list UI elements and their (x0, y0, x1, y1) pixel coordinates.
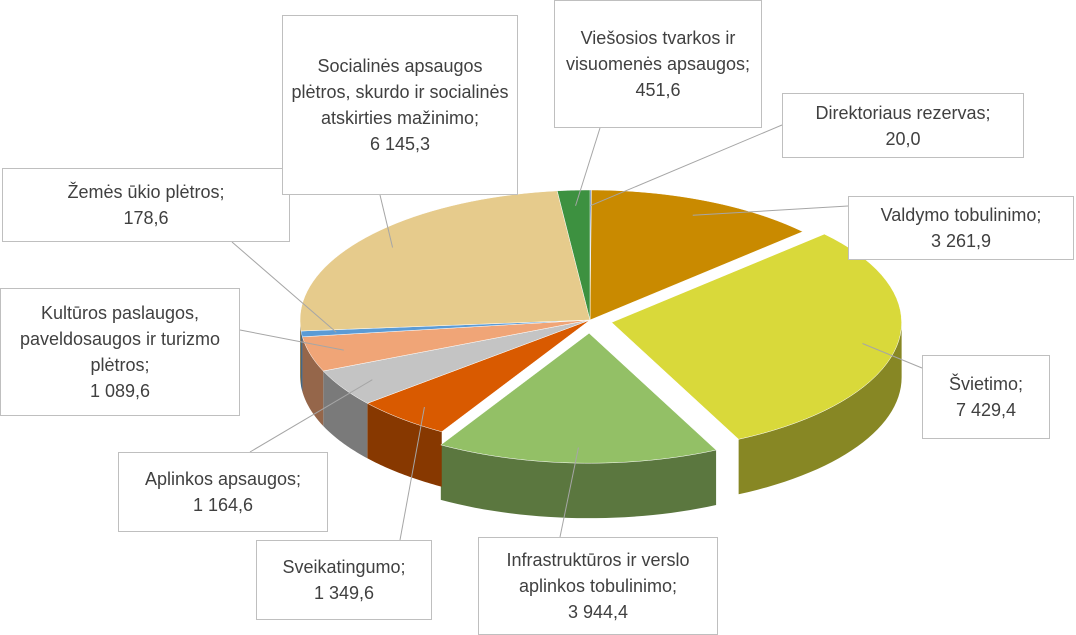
label-name: Žemės ūkio plėtros; (67, 182, 225, 202)
slice (322, 319, 591, 404)
label-name: Švietimo; (948, 374, 1024, 394)
label-value: 20,0 (885, 128, 921, 149)
label-name: Aplinkos apsaugos; (144, 469, 302, 489)
slice (440, 332, 717, 464)
slice-side (301, 331, 303, 392)
label-name: Valdymo tobulinimo; (880, 205, 1042, 225)
slice (300, 319, 591, 338)
leader-line (399, 406, 425, 541)
slice-side (323, 371, 368, 459)
data-label: Žemės ūkio plėtros; 178,6 (2, 168, 290, 242)
label-value: 1 349,6 (313, 583, 375, 603)
leader-line (559, 447, 579, 538)
data-label: Viešosios tvarkos ir visuomenės apsaugos… (554, 0, 762, 128)
leader-line (692, 205, 849, 216)
slice (589, 189, 804, 321)
leader-line (239, 329, 344, 351)
label-value: 3 944,4 (567, 602, 629, 622)
leader-line (249, 379, 373, 453)
slice (556, 189, 591, 321)
slice-side (440, 444, 717, 519)
slice (366, 319, 591, 432)
data-label: Direktoriaus rezervas; 20,0 (782, 93, 1024, 158)
label-name: Sveikatingumo; (282, 557, 406, 577)
label-name: Direktoriaus rezervas; (815, 102, 991, 123)
data-label: Kultūros paslaugos, paveldosaugos ir tur… (0, 288, 240, 416)
data-label: Aplinkos apsaugos; 1 164,6 (118, 452, 328, 532)
label-value: 6 145,3 (369, 134, 431, 154)
data-label: Sveikatingumo; 1 349,6 (256, 540, 432, 620)
slice (611, 233, 902, 440)
slice-side (738, 322, 902, 495)
label-value: 451,6 (635, 80, 681, 100)
label-value: 7 429,4 (955, 400, 1017, 420)
slice-side (367, 403, 442, 487)
leader-line (231, 241, 337, 333)
data-label: Infrastruktūros ir verslo aplinkos tobul… (478, 537, 718, 635)
slice-side (302, 336, 324, 427)
label-name: Socialinės apsaugos plėtros, skurdo ir s… (291, 56, 509, 128)
label-value: 3 261,9 (930, 231, 992, 251)
label-name: Viešosios tvarkos ir visuomenės apsaugos… (565, 28, 751, 74)
data-label: Švietimo; 7 429,4 (922, 355, 1050, 439)
slice-side (300, 320, 302, 387)
slice (299, 190, 591, 332)
leader-line (862, 343, 923, 369)
label-value: 1 164,6 (192, 495, 254, 515)
leader-line (575, 127, 601, 206)
data-label: Socialinės apsaugos plėtros, skurdo ir s… (282, 15, 518, 195)
label-name: Infrastruktūros ir verslo aplinkos tobul… (506, 550, 690, 596)
data-label: Valdymo tobulinimo; 3 261,9 (848, 196, 1074, 260)
label-value: 178,6 (123, 208, 169, 228)
leader-line (379, 194, 394, 248)
label-value: 1 089,6 (89, 381, 151, 401)
leader-line (590, 124, 783, 207)
label-name: Kultūros paslaugos, paveldosaugos ir tur… (19, 303, 221, 375)
